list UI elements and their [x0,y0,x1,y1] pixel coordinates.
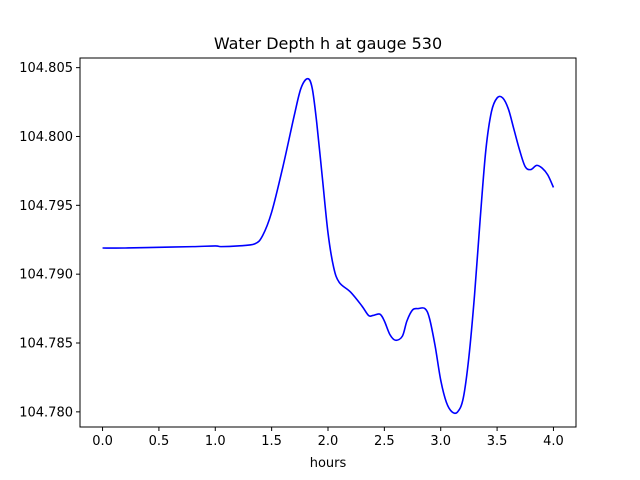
plot-area [102,77,555,415]
y-tick-label: 104.800 [19,130,73,145]
series-line-0 [102,77,555,415]
x-axis-ticks: 0.0 0.5 1.0 1.5 2.0 2.5 3.0 3.5 4.0 [92,427,564,449]
y-tick-label: 104.780 [19,405,73,420]
x-tick-label: 1.0 [205,434,226,449]
y-tick-label: 104.805 [19,61,73,76]
x-tick-label: 1.5 [261,434,282,449]
chart-title: Water Depth h at gauge 530 [214,34,442,53]
x-tick-label: 2.0 [318,434,339,449]
plot-frame [79,57,577,428]
x-tick-label: 0.5 [149,434,170,449]
x-tick-label: 0.0 [92,434,113,449]
x-tick-label: 3.0 [430,434,451,449]
y-axis-ticks: 104.780 104.785 104.790 104.795 104.800 104.8… [19,61,80,420]
y-tick-label: 104.785 [19,337,73,352]
y-tick-label: 104.795 [19,199,73,214]
y-tick-label: 104.790 [19,268,73,283]
x-tick-label: 2.5 [374,434,395,449]
x-axis-label: hours [310,456,347,471]
x-tick-label: 3.5 [487,434,508,449]
x-tick-label: 4.0 [543,434,564,449]
